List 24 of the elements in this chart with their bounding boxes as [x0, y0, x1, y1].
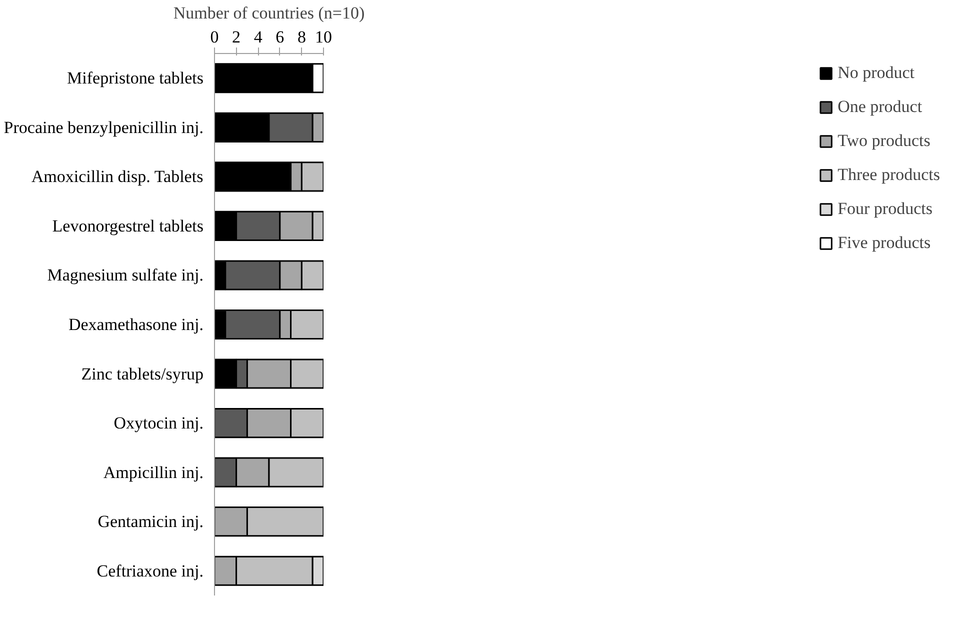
y-tick-label: Amoxicillin disp. Tablets	[31, 167, 204, 186]
y-tick-label: Ceftriaxone inj.	[96, 561, 204, 580]
legend-label: Five products	[838, 233, 931, 253]
x-tick-label: 0	[210, 28, 219, 46]
legend-label: Three products	[838, 165, 940, 185]
y-tick-label: Mifepristone tablets	[67, 68, 204, 88]
x-tick-label: 2	[232, 28, 241, 46]
legend-label: No product	[838, 63, 915, 83]
y-tick-label: Dexamethasone inj.	[68, 315, 204, 334]
y-tick-label: Oxytocin inj.	[114, 414, 204, 433]
x-tick-label: 10	[315, 28, 332, 46]
y-tick-label: Procaine benzylpenicillin inj.	[4, 118, 204, 137]
x-tick-label: 4	[254, 28, 263, 46]
legend-label: Two products	[838, 131, 930, 151]
x-tick-label: 8	[297, 28, 306, 46]
legend-label: Four products	[838, 199, 932, 219]
y-tick-label: Ampicillin inj.	[103, 462, 204, 482]
y-tick-label: Magnesium sulfate inj.	[47, 266, 204, 285]
x-tick-label: 6	[276, 28, 284, 46]
y-tick-label: Levonorgestrel tablets	[52, 216, 204, 236]
y-tick-label: Gentamicin inj.	[98, 512, 204, 532]
legend-label: One product	[838, 97, 922, 117]
x-axis-title: Number of countries (n=10)	[173, 4, 365, 22]
y-tick-label: Zinc tablets/syrup	[81, 364, 204, 384]
